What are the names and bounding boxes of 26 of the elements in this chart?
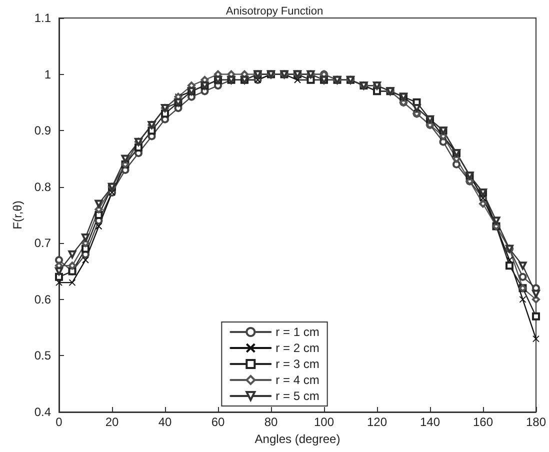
legend-label: r = 3 cm: [276, 357, 320, 371]
x-tick-label: 180: [526, 415, 546, 429]
x-tick-label: 160: [472, 415, 494, 429]
legend-label: r = 4 cm: [276, 373, 320, 387]
y-tick-label: 0.6: [34, 292, 52, 306]
y-tick-label: 0.9: [34, 124, 52, 138]
y-tick-label: 1: [44, 67, 52, 82]
x-tick-label: 100: [314, 415, 334, 429]
y-tick-label: 0.8: [34, 180, 52, 194]
y-tick-label: 0.5: [34, 348, 52, 363]
x-tick-label: 60: [211, 415, 225, 429]
x-axis-title: Angles (degree): [254, 432, 340, 446]
y-tick-label: 0.7: [34, 236, 52, 250]
x-tick-label: 40: [158, 415, 172, 429]
x-tick-label: 120: [366, 415, 388, 429]
legend-label: r = 5 cm: [276, 389, 320, 403]
x-tick-label: 0: [56, 415, 63, 429]
chart-title: Anisotropy Function: [226, 6, 324, 18]
x-tick-label: 140: [420, 415, 440, 429]
legend-label: r = 1 cm: [276, 325, 320, 339]
legend-label: r = 2 cm: [276, 341, 320, 355]
y-tick-label: 0.4: [34, 405, 52, 419]
x-tick-label: 80: [264, 415, 278, 429]
y-tick-label: 1.1: [34, 11, 52, 25]
y-axis-title: F(r,θ): [10, 200, 24, 230]
x-tick-label: 20: [105, 415, 119, 429]
